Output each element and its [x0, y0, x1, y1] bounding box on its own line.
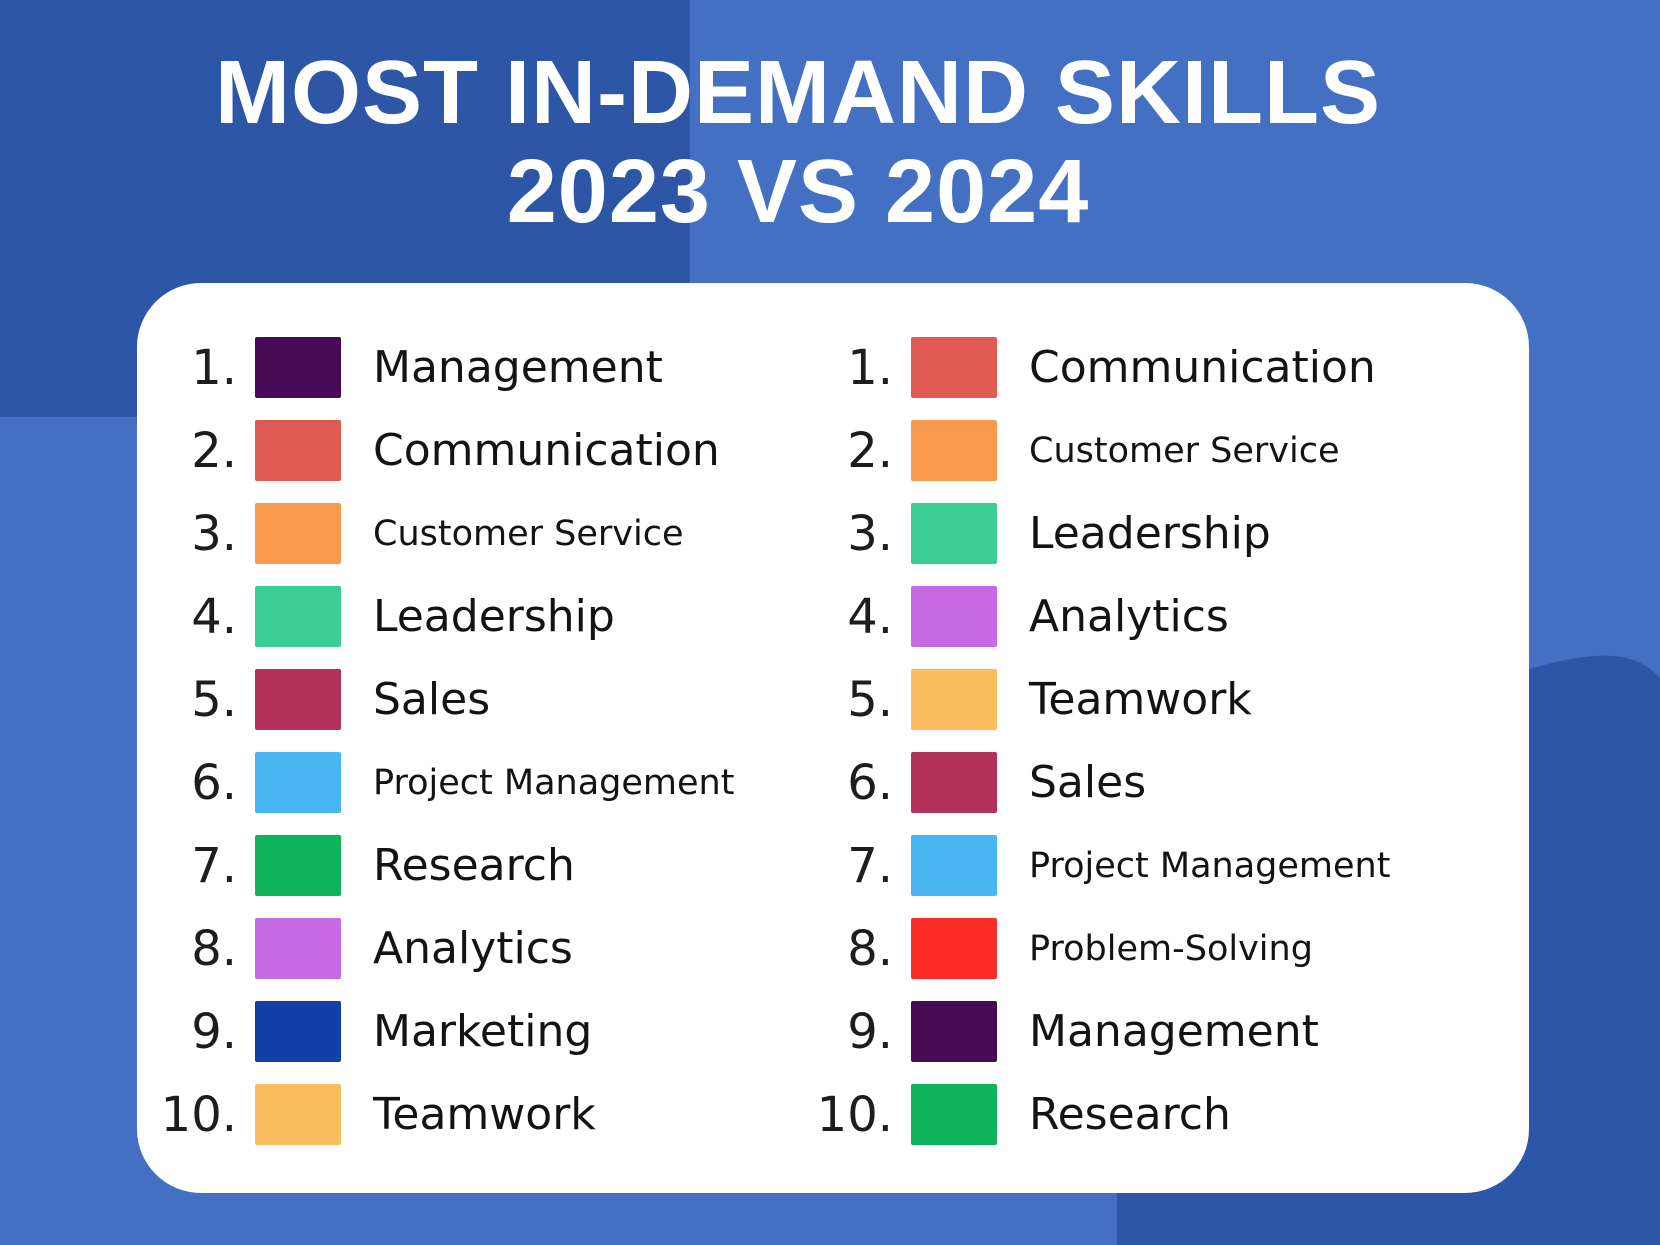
- skill-row: 2. Customer Service: [793, 409, 1529, 492]
- skills-column-left: 1. Management 2. Communication 3. Customer Se…: [137, 326, 793, 1193]
- color-swatch: [255, 586, 341, 647]
- rank-number: 3.: [191, 505, 237, 562]
- color-swatch: [255, 918, 341, 979]
- skill-row: 3. Leadership: [793, 492, 1529, 575]
- rank-number: 5.: [191, 671, 237, 728]
- skill-label: Management: [373, 342, 663, 393]
- color-swatch: [911, 1001, 997, 1062]
- rank-number: 10.: [160, 1086, 237, 1143]
- skill-label: Marketing: [373, 1006, 593, 1057]
- skill-row: 4. Leadership: [137, 575, 793, 658]
- skill-row: 1. Communication: [793, 326, 1529, 409]
- skill-row: 5. Sales: [137, 658, 793, 741]
- skill-row: 2. Communication: [137, 409, 793, 492]
- color-swatch: [911, 586, 997, 647]
- color-swatch: [255, 420, 341, 481]
- skill-label: Sales: [1029, 757, 1147, 808]
- skill-label: Communication: [373, 425, 720, 476]
- skill-label: Project Management: [373, 762, 735, 803]
- color-swatch: [255, 1001, 341, 1062]
- rank-number: 8.: [191, 920, 237, 977]
- skill-row: 10. Teamwork: [137, 1073, 793, 1156]
- color-swatch: [911, 1084, 997, 1145]
- color-swatch: [911, 337, 997, 398]
- rank-number: 7.: [847, 837, 893, 894]
- color-swatch: [911, 918, 997, 979]
- skill-label: Project Management: [1029, 845, 1391, 886]
- rank-number: 3.: [847, 505, 893, 562]
- color-swatch: [911, 420, 997, 481]
- rank-number: 1.: [847, 339, 893, 396]
- skill-label: Teamwork: [1029, 674, 1252, 725]
- color-swatch: [911, 752, 997, 813]
- color-swatch: [255, 337, 341, 398]
- rank-number: 8.: [847, 920, 893, 977]
- skill-label: Research: [1029, 1089, 1231, 1140]
- color-swatch: [255, 669, 341, 730]
- color-swatch: [255, 503, 341, 564]
- skill-label: Sales: [373, 674, 491, 725]
- rank-number: 4.: [847, 588, 893, 645]
- rank-number: 1.: [191, 339, 237, 396]
- skill-label: Management: [1029, 1006, 1319, 1057]
- skill-row: 7. Research: [137, 824, 793, 907]
- skill-row: 7. Project Management: [793, 824, 1529, 907]
- skill-label: Communication: [1029, 342, 1376, 393]
- skill-row: 3. Customer Service: [137, 492, 793, 575]
- rank-number: 7.: [191, 837, 237, 894]
- rank-number: 6.: [191, 754, 237, 811]
- color-swatch: [255, 752, 341, 813]
- skill-row: 6. Sales: [793, 741, 1529, 824]
- rank-number: 5.: [847, 671, 893, 728]
- skill-row: 8. Analytics: [137, 907, 793, 990]
- skill-label: Customer Service: [1029, 430, 1340, 471]
- skill-row: 9. Management: [793, 990, 1529, 1073]
- skills-column-right: 1. Communication 2. Customer Service 3. Leade…: [793, 326, 1529, 1193]
- skill-label: Problem-Solving: [1029, 928, 1313, 969]
- skill-label: Leadership: [1029, 508, 1271, 559]
- skill-label: Leadership: [373, 591, 615, 642]
- color-swatch: [911, 835, 997, 896]
- rank-number: 2.: [847, 422, 893, 479]
- rank-number: 6.: [847, 754, 893, 811]
- color-swatch: [911, 503, 997, 564]
- skill-label: Analytics: [373, 923, 573, 974]
- color-swatch: [255, 1084, 341, 1145]
- skill-row: 1. Management: [137, 326, 793, 409]
- skill-label: Teamwork: [373, 1089, 596, 1140]
- rank-number: 10.: [816, 1086, 893, 1143]
- page-title-line-1: MOST IN-DEMAND SKILLS: [215, 43, 1381, 143]
- skill-row: 10. Research: [793, 1073, 1529, 1156]
- page-title-line-2: 2023 VS 2024: [506, 142, 1090, 242]
- page-title: MOST IN-DEMAND SKILLS 2023 VS 2024: [0, 44, 1628, 242]
- color-swatch: [255, 835, 341, 896]
- rank-number: 4.: [191, 588, 237, 645]
- skill-label: Customer Service: [373, 513, 684, 554]
- rank-number: 9.: [191, 1003, 237, 1060]
- skill-row: 9. Marketing: [137, 990, 793, 1073]
- rank-number: 2.: [191, 422, 237, 479]
- skill-row: 4. Analytics: [793, 575, 1529, 658]
- skills-card: 1. Management 2. Communication 3. Customer Se…: [137, 283, 1529, 1193]
- skill-label: Analytics: [1029, 591, 1229, 642]
- rank-number: 9.: [847, 1003, 893, 1060]
- color-swatch: [911, 669, 997, 730]
- skill-row: 8. Problem-Solving: [793, 907, 1529, 990]
- skill-label: Research: [373, 840, 575, 891]
- skill-row: 5. Teamwork: [793, 658, 1529, 741]
- skill-row: 6. Project Management: [137, 741, 793, 824]
